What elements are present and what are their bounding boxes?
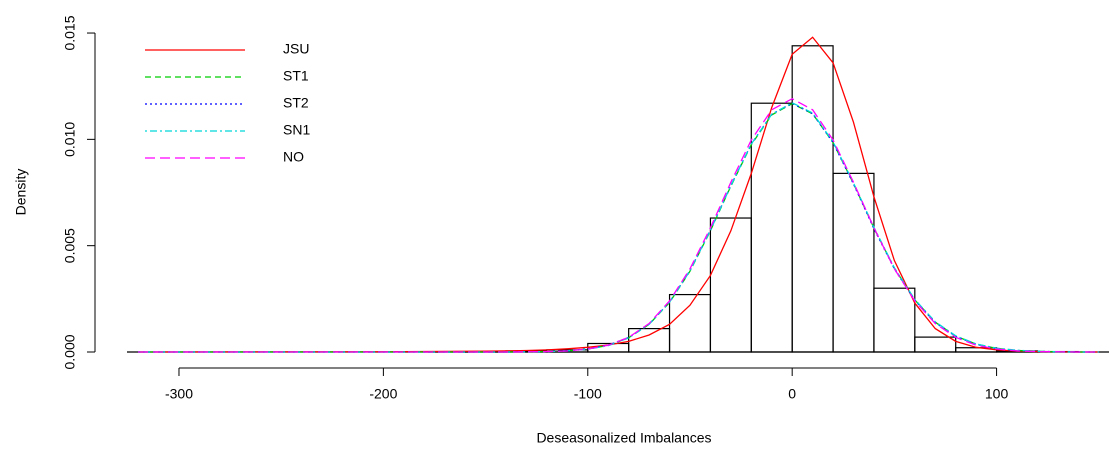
histogram-bar — [832, 172, 875, 353]
x-axis-title: Deseasonalized Imbalances — [536, 430, 711, 446]
histogram-bar — [873, 287, 916, 353]
y-tick-label: 0.000 — [62, 334, 78, 369]
y-tick-label: 0.010 — [62, 122, 78, 157]
legend-label: SN1 — [283, 122, 310, 138]
histogram-bar — [628, 328, 671, 353]
y-axis-title: Density — [13, 169, 29, 216]
x-tick-label: 0 — [788, 386, 796, 402]
histogram-bar — [955, 347, 998, 353]
density-curve — [138, 102, 1099, 353]
x-tick-label: -200 — [369, 386, 397, 402]
y-tick-label: 0.015 — [62, 15, 78, 50]
density-curve — [138, 36, 1099, 353]
y-tick-label: 0.005 — [62, 228, 78, 263]
legend-label: JSU — [283, 41, 309, 57]
histogram-bar — [668, 293, 712, 353]
histogram-bar — [914, 336, 957, 353]
histogram-bar — [709, 217, 752, 353]
histogram-bar — [791, 45, 834, 353]
histogram-bar — [750, 102, 793, 353]
density-curve — [138, 102, 1099, 353]
legend-label: ST2 — [283, 95, 309, 111]
legend-label: ST1 — [283, 68, 309, 84]
x-tick-label: 100 — [985, 386, 1009, 402]
density-curve — [138, 98, 1099, 353]
x-tick-label: -300 — [165, 386, 193, 402]
x-tick-label: -100 — [574, 386, 602, 402]
density-curve — [138, 102, 1099, 353]
legend-label: NO — [283, 149, 304, 165]
